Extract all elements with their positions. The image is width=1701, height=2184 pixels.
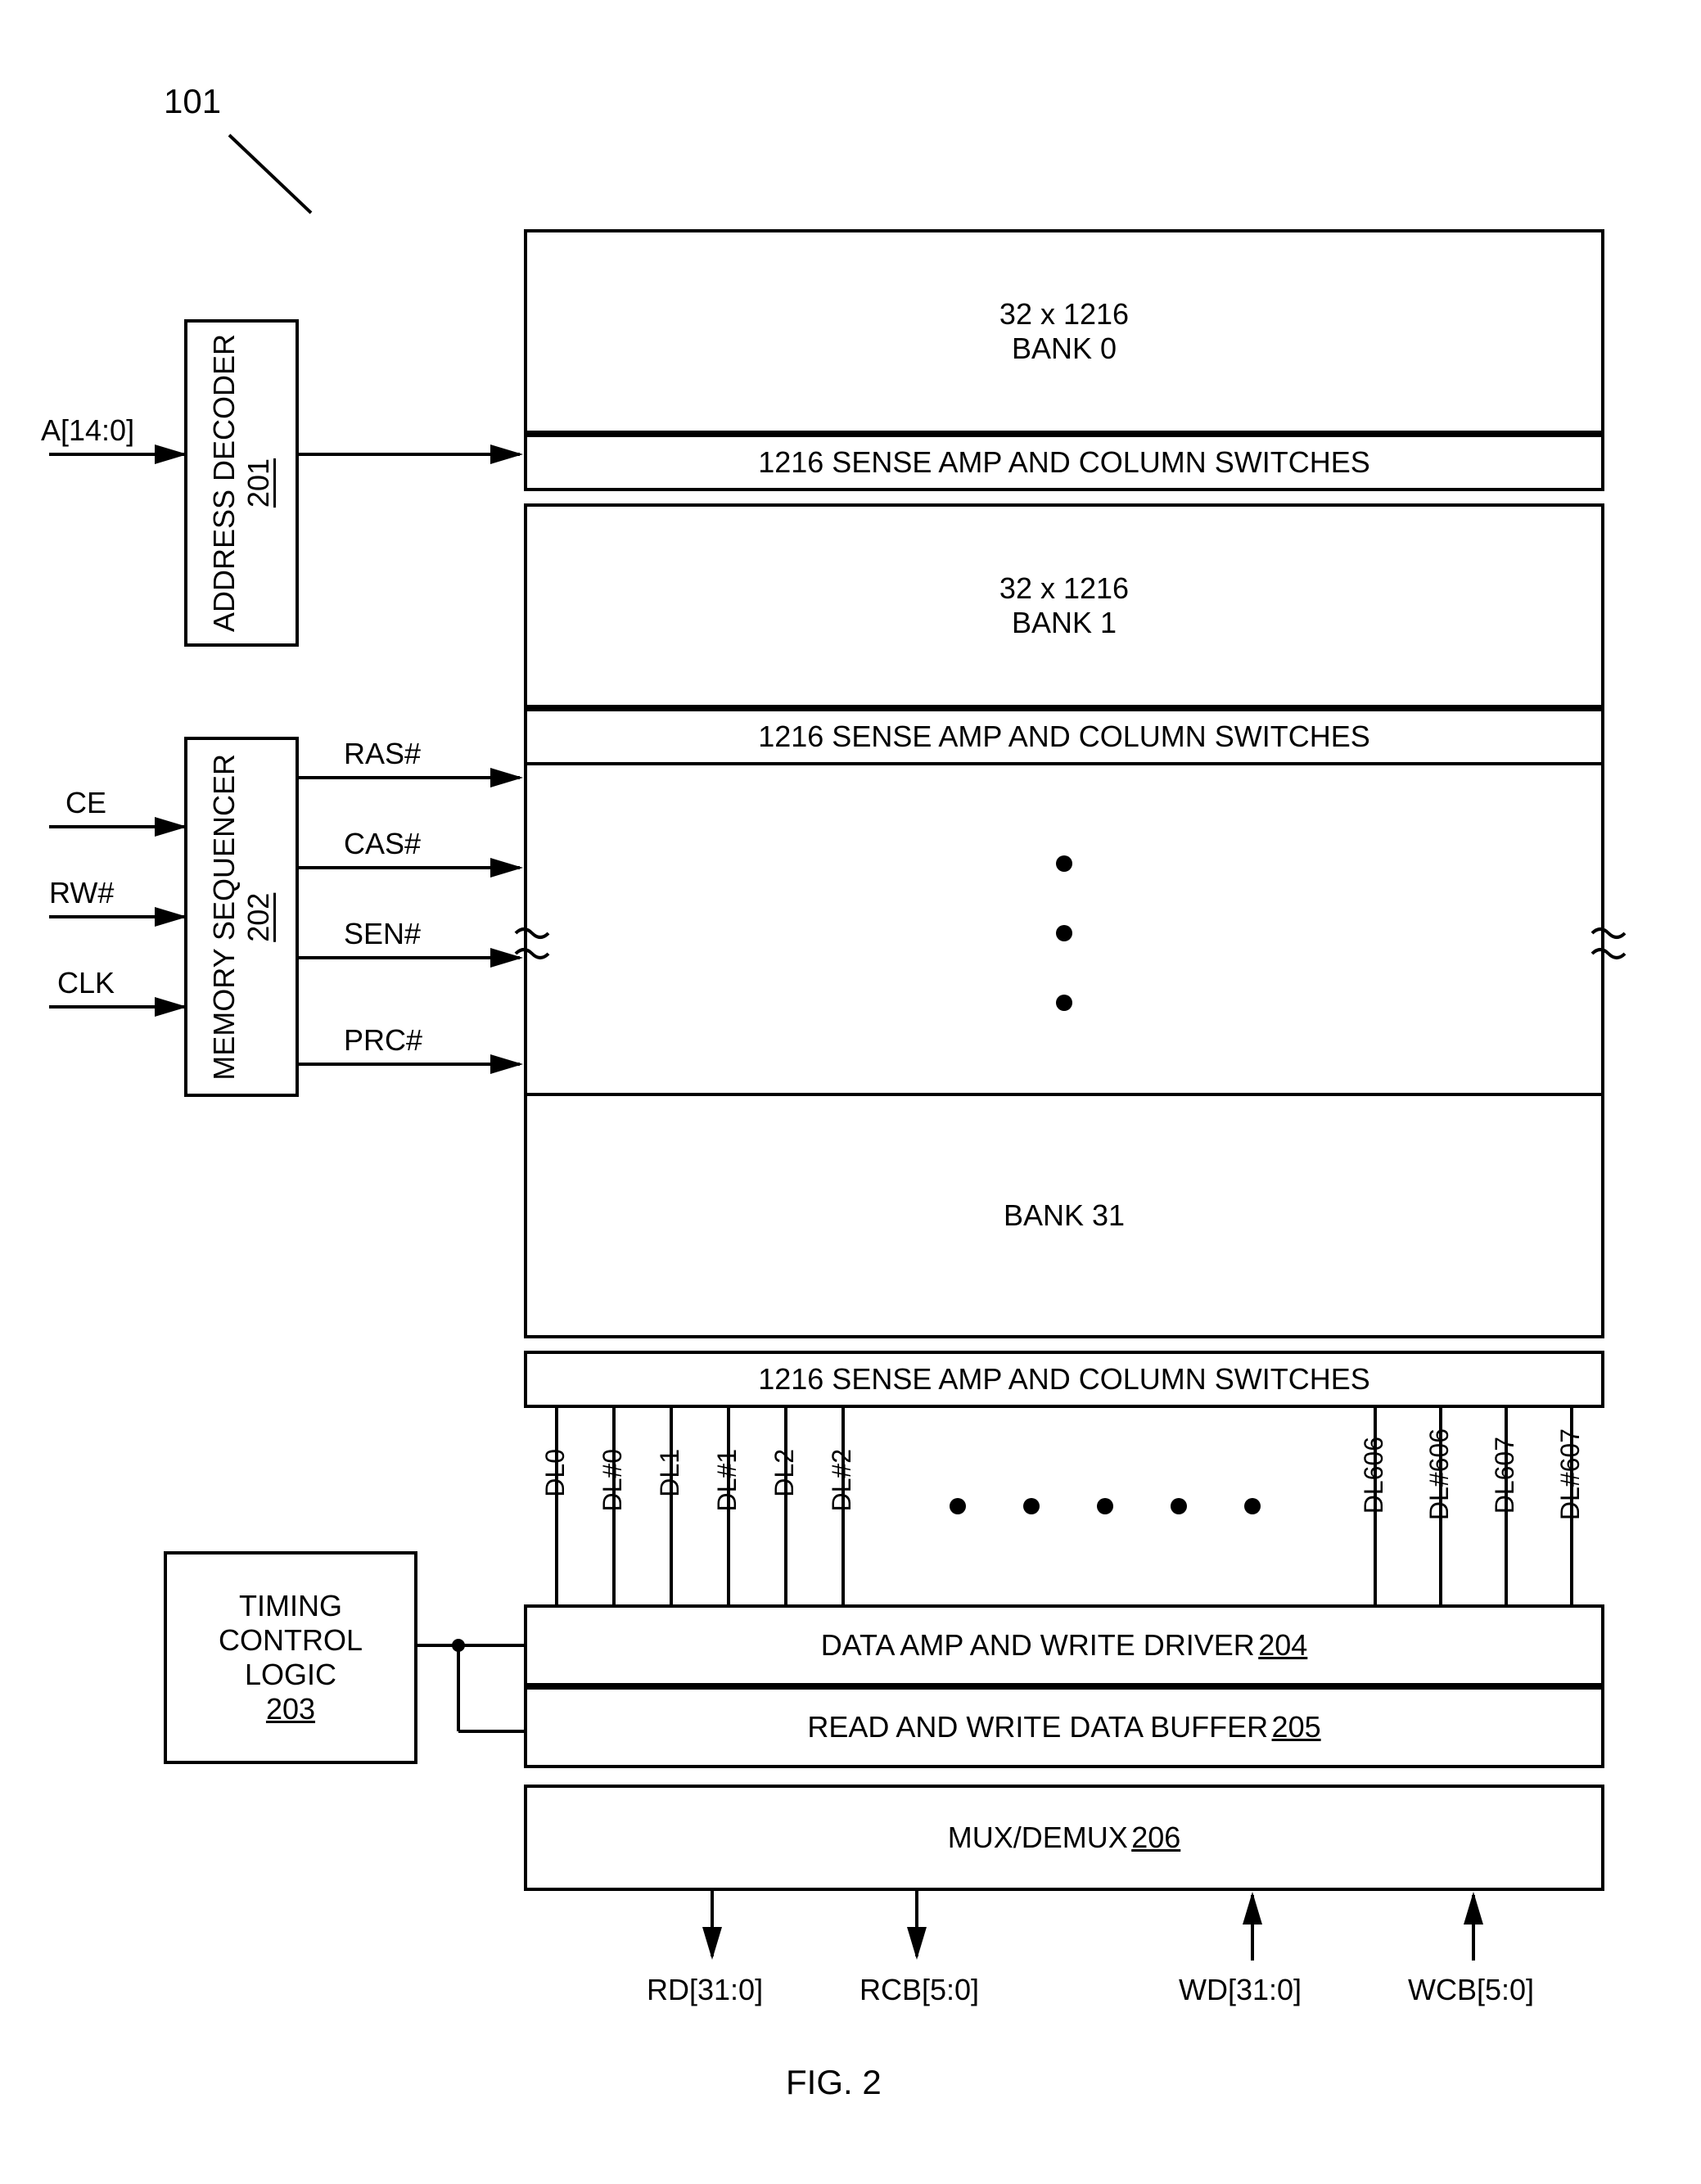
sense-amp-0-label: 1216 SENSE AMP AND COLUMN SWITCHES xyxy=(758,445,1370,480)
dl2h-label: DL#2 xyxy=(827,1449,857,1512)
wcb-label: WCB[5:0] xyxy=(1408,1973,1534,2007)
rd-label: RD[31:0] xyxy=(647,1973,763,2007)
rw-buffer-label: READ AND WRITE DATA BUFFER xyxy=(807,1710,1268,1744)
bank0-dim: 32 x 1216 xyxy=(999,297,1129,332)
sense-amp-31: 1216 SENSE AMP AND COLUMN SWITCHES xyxy=(524,1351,1604,1408)
data-amp-block: DATA AMP AND WRITE DRIVER 204 xyxy=(524,1604,1604,1686)
dl0-label: DL0 xyxy=(540,1449,571,1497)
signal-clk-label: CLK xyxy=(57,966,115,1000)
sense-amp-1-label: 1216 SENSE AMP AND COLUMN SWITCHES xyxy=(758,720,1370,754)
bank1-dim: 32 x 1216 xyxy=(999,571,1129,606)
sense-amp-0: 1216 SENSE AMP AND COLUMN SWITCHES xyxy=(524,434,1604,491)
dl1h-label: DL#1 xyxy=(712,1449,742,1512)
timing-l1: TIMING xyxy=(239,1589,342,1623)
signal-prc-label: PRC# xyxy=(344,1023,422,1058)
dl606-label: DL606 xyxy=(1359,1437,1389,1514)
sense-amp-1: 1216 SENSE AMP AND COLUMN SWITCHES xyxy=(524,708,1604,765)
memory-sequencer-label: MEMORY SEQUENCER xyxy=(207,754,241,1081)
dl0h-label: DL#0 xyxy=(598,1449,628,1512)
bank1-name: BANK 1 xyxy=(1012,606,1117,640)
bank31-block: BANK 31 xyxy=(524,1093,1604,1338)
rw-buffer-ref: 205 xyxy=(1272,1710,1321,1744)
dl1-label: DL1 xyxy=(655,1449,685,1497)
bank-break-area xyxy=(524,765,1604,1093)
signal-rw-label: RW# xyxy=(49,876,114,910)
mux-demux-block: MUX/DEMUX 206 xyxy=(524,1785,1604,1891)
sense-amp-31-label: 1216 SENSE AMP AND COLUMN SWITCHES xyxy=(758,1362,1370,1397)
dl607-label: DL607 xyxy=(1490,1437,1520,1514)
signal-a-label: A[14:0] xyxy=(41,413,134,448)
dl2-label: DL2 xyxy=(769,1449,800,1497)
figure-ref: 101 xyxy=(164,82,221,121)
mux-ref: 206 xyxy=(1131,1821,1180,1855)
address-decoder-block: ADDRESS DECODER 201 xyxy=(184,319,299,647)
signal-sen-label: SEN# xyxy=(344,917,421,951)
bank31-name: BANK 31 xyxy=(1004,1198,1125,1233)
rcb-label: RCB[5:0] xyxy=(860,1973,979,2007)
timing-ref: 203 xyxy=(266,1692,315,1726)
figure-caption: FIG. 2 xyxy=(786,2063,882,2102)
signal-cas-label: CAS# xyxy=(344,827,421,861)
bank0-name: BANK 0 xyxy=(1012,332,1117,366)
signal-ce-label: CE xyxy=(65,786,106,820)
signal-ras-label: RAS# xyxy=(344,737,421,771)
address-decoder-label: ADDRESS DECODER xyxy=(207,334,241,632)
timing-l3: LOGIC xyxy=(245,1658,336,1692)
bank1-block: 32 x 1216 BANK 1 xyxy=(524,503,1604,708)
rw-buffer-block: READ AND WRITE DATA BUFFER 205 xyxy=(524,1686,1604,1768)
bank0-block: 32 x 1216 BANK 0 xyxy=(524,229,1604,434)
dl606h-label: DL#606 xyxy=(1424,1428,1455,1520)
data-amp-ref: 204 xyxy=(1258,1628,1307,1663)
timing-control-block: TIMING CONTROL LOGIC 203 xyxy=(164,1551,417,1764)
wd-label: WD[31:0] xyxy=(1179,1973,1302,2007)
timing-l2: CONTROL xyxy=(219,1623,363,1658)
dl607h-label: DL#607 xyxy=(1555,1428,1586,1520)
memory-sequencer-block: MEMORY SEQUENCER 202 xyxy=(184,737,299,1097)
data-amp-label: DATA AMP AND WRITE DRIVER xyxy=(821,1628,1255,1663)
memory-sequencer-ref: 202 xyxy=(241,754,276,1081)
address-decoder-ref: 201 xyxy=(241,334,276,632)
mux-label: MUX/DEMUX xyxy=(948,1821,1128,1855)
